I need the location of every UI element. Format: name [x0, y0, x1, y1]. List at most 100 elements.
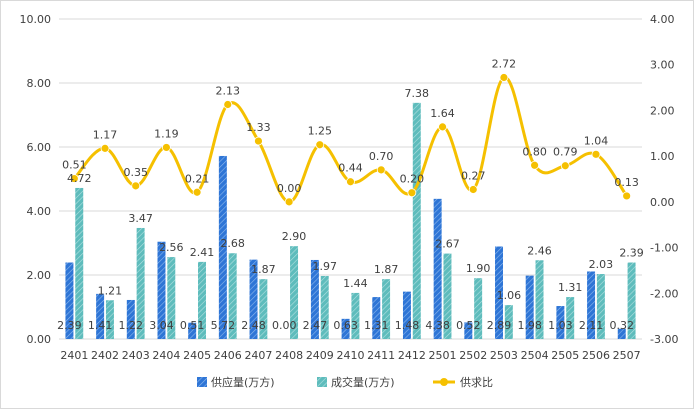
ratio-point — [223, 100, 233, 109]
left-tick-label: 2.00 — [27, 269, 52, 282]
deal-data-label: 7.38 — [405, 87, 430, 100]
deal-bar — [382, 279, 391, 339]
legend-label: 成交量(万方) — [331, 375, 395, 389]
data-labels: 2.394.720.511.411.211.171.223.470.353.04… — [57, 58, 644, 332]
supply-bar — [126, 299, 135, 339]
ratio-data-label: 0.80 — [522, 145, 547, 158]
supply-data-label: 2.48 — [241, 319, 266, 332]
deal-data-label: 2.56 — [159, 241, 184, 254]
right-tick-label: 1.00 — [650, 150, 675, 163]
ratio-data-label: 2.72 — [492, 58, 517, 71]
supply-data-label: 2.47 — [303, 319, 328, 332]
ratio-data-label: 1.04 — [584, 134, 609, 147]
ratio-point — [192, 187, 202, 197]
ratio-data-label: 0.20 — [400, 173, 425, 186]
ratio-point — [346, 177, 355, 187]
supply-data-label: 3.04 — [149, 319, 174, 332]
ratio-data-label: 0.51 — [62, 159, 87, 172]
right-tick-label: 0.00 — [650, 196, 675, 209]
deal-data-label: 2.67 — [435, 238, 460, 251]
supply-bar — [617, 328, 626, 339]
ratio-point — [499, 73, 509, 82]
x-tick-label: 2408 — [275, 349, 303, 362]
legend-swatch — [317, 377, 327, 387]
deal-bar — [504, 305, 513, 339]
ratio-data-label: 1.19 — [154, 127, 179, 140]
supply-bar — [433, 198, 442, 339]
left-tick-label: 4.00 — [27, 205, 52, 218]
left-axis-ticks: 0.00 2.00 4.00 6.00 8.00 10.00 — [20, 13, 52, 346]
deal-bar — [627, 262, 636, 339]
supply-bar — [341, 318, 350, 339]
left-tick-label: 0.00 — [27, 333, 52, 346]
ratio-data-label: 0.44 — [338, 162, 363, 175]
ratio-point — [438, 122, 447, 132]
right-tick-label: 3.00 — [650, 59, 675, 72]
supply-bar — [218, 155, 227, 339]
supply-data-label: 0.51 — [180, 319, 205, 332]
deal-data-label: 2.41 — [190, 246, 215, 259]
right-tick-label: -2.00 — [650, 287, 678, 300]
ratio-point — [131, 181, 141, 191]
deal-bar — [443, 253, 452, 339]
right-tick-label: 4.00 — [650, 13, 675, 26]
deal-bar — [351, 292, 360, 339]
ratio-line — [69, 73, 632, 207]
deal-bar — [259, 279, 268, 339]
deal-bar — [535, 260, 544, 339]
ratio-point — [161, 143, 171, 152]
x-tick-label: 2505 — [551, 349, 579, 362]
deal-data-label: 4.72 — [67, 172, 92, 185]
bars — [65, 102, 636, 339]
x-tick-label: 2504 — [521, 349, 549, 362]
deal-data-label: 1.06 — [497, 289, 522, 302]
ratio-data-label: 0.21 — [185, 172, 210, 185]
supply-bar — [587, 271, 596, 339]
supply-data-label: 1.03 — [548, 319, 573, 332]
supply-data-label: 5.72 — [211, 319, 236, 332]
x-tick-label: 2507 — [613, 349, 641, 362]
supply-data-label: 0.63 — [333, 319, 358, 332]
x-tick-label: 2506 — [582, 349, 610, 362]
deal-data-label: 2.03 — [589, 258, 614, 271]
supply-data-label: 0.32 — [609, 319, 634, 332]
ratio-data-label: 0.13 — [614, 176, 639, 189]
left-tick-label: 10.00 — [20, 13, 52, 26]
supply-data-label: 2.11 — [579, 319, 604, 332]
deal-data-label: 3.47 — [128, 212, 153, 225]
supply-data-label: 1.48 — [395, 319, 420, 332]
x-tick-label: 2405 — [183, 349, 211, 362]
deal-bar — [75, 187, 84, 339]
legend: 供应量(万方) 成交量(万方) 供求比 — [197, 375, 493, 389]
x-tick-label: 2402 — [91, 349, 119, 362]
deal-bar — [228, 253, 237, 339]
deal-data-label: 1.44 — [343, 277, 368, 290]
ratio-line-path — [73, 76, 628, 204]
ratio-data-label: 1.33 — [246, 121, 271, 134]
x-tick-label: 2411 — [367, 349, 395, 362]
ratio-data-label: 1.64 — [430, 107, 455, 120]
ratio-data-label: 0.70 — [369, 150, 394, 163]
left-tick-label: 8.00 — [27, 77, 52, 90]
ratio-point — [315, 140, 325, 150]
deal-bar — [566, 297, 575, 339]
legend-label: 供求比 — [460, 375, 493, 389]
ratio-data-label: 0.35 — [123, 166, 148, 179]
deal-bar — [474, 278, 483, 339]
ratio-point — [254, 136, 263, 146]
right-tick-label: -1.00 — [650, 242, 678, 255]
x-tick-label: 2406 — [214, 349, 242, 362]
ratio-point — [284, 197, 294, 207]
supply-data-label: 2.89 — [487, 319, 512, 332]
x-tick-label: 2503 — [490, 349, 518, 362]
deal-bar — [320, 275, 329, 339]
x-tick-label: 2401 — [60, 349, 88, 362]
supply-bar — [464, 322, 473, 339]
supply-data-label: 4.38 — [425, 319, 450, 332]
deal-data-label: 1.87 — [374, 263, 399, 276]
deal-data-label: 1.31 — [558, 281, 583, 294]
supply-data-label: 0.00 — [272, 319, 297, 332]
ratio-point — [622, 191, 632, 201]
deal-bar — [167, 257, 176, 339]
